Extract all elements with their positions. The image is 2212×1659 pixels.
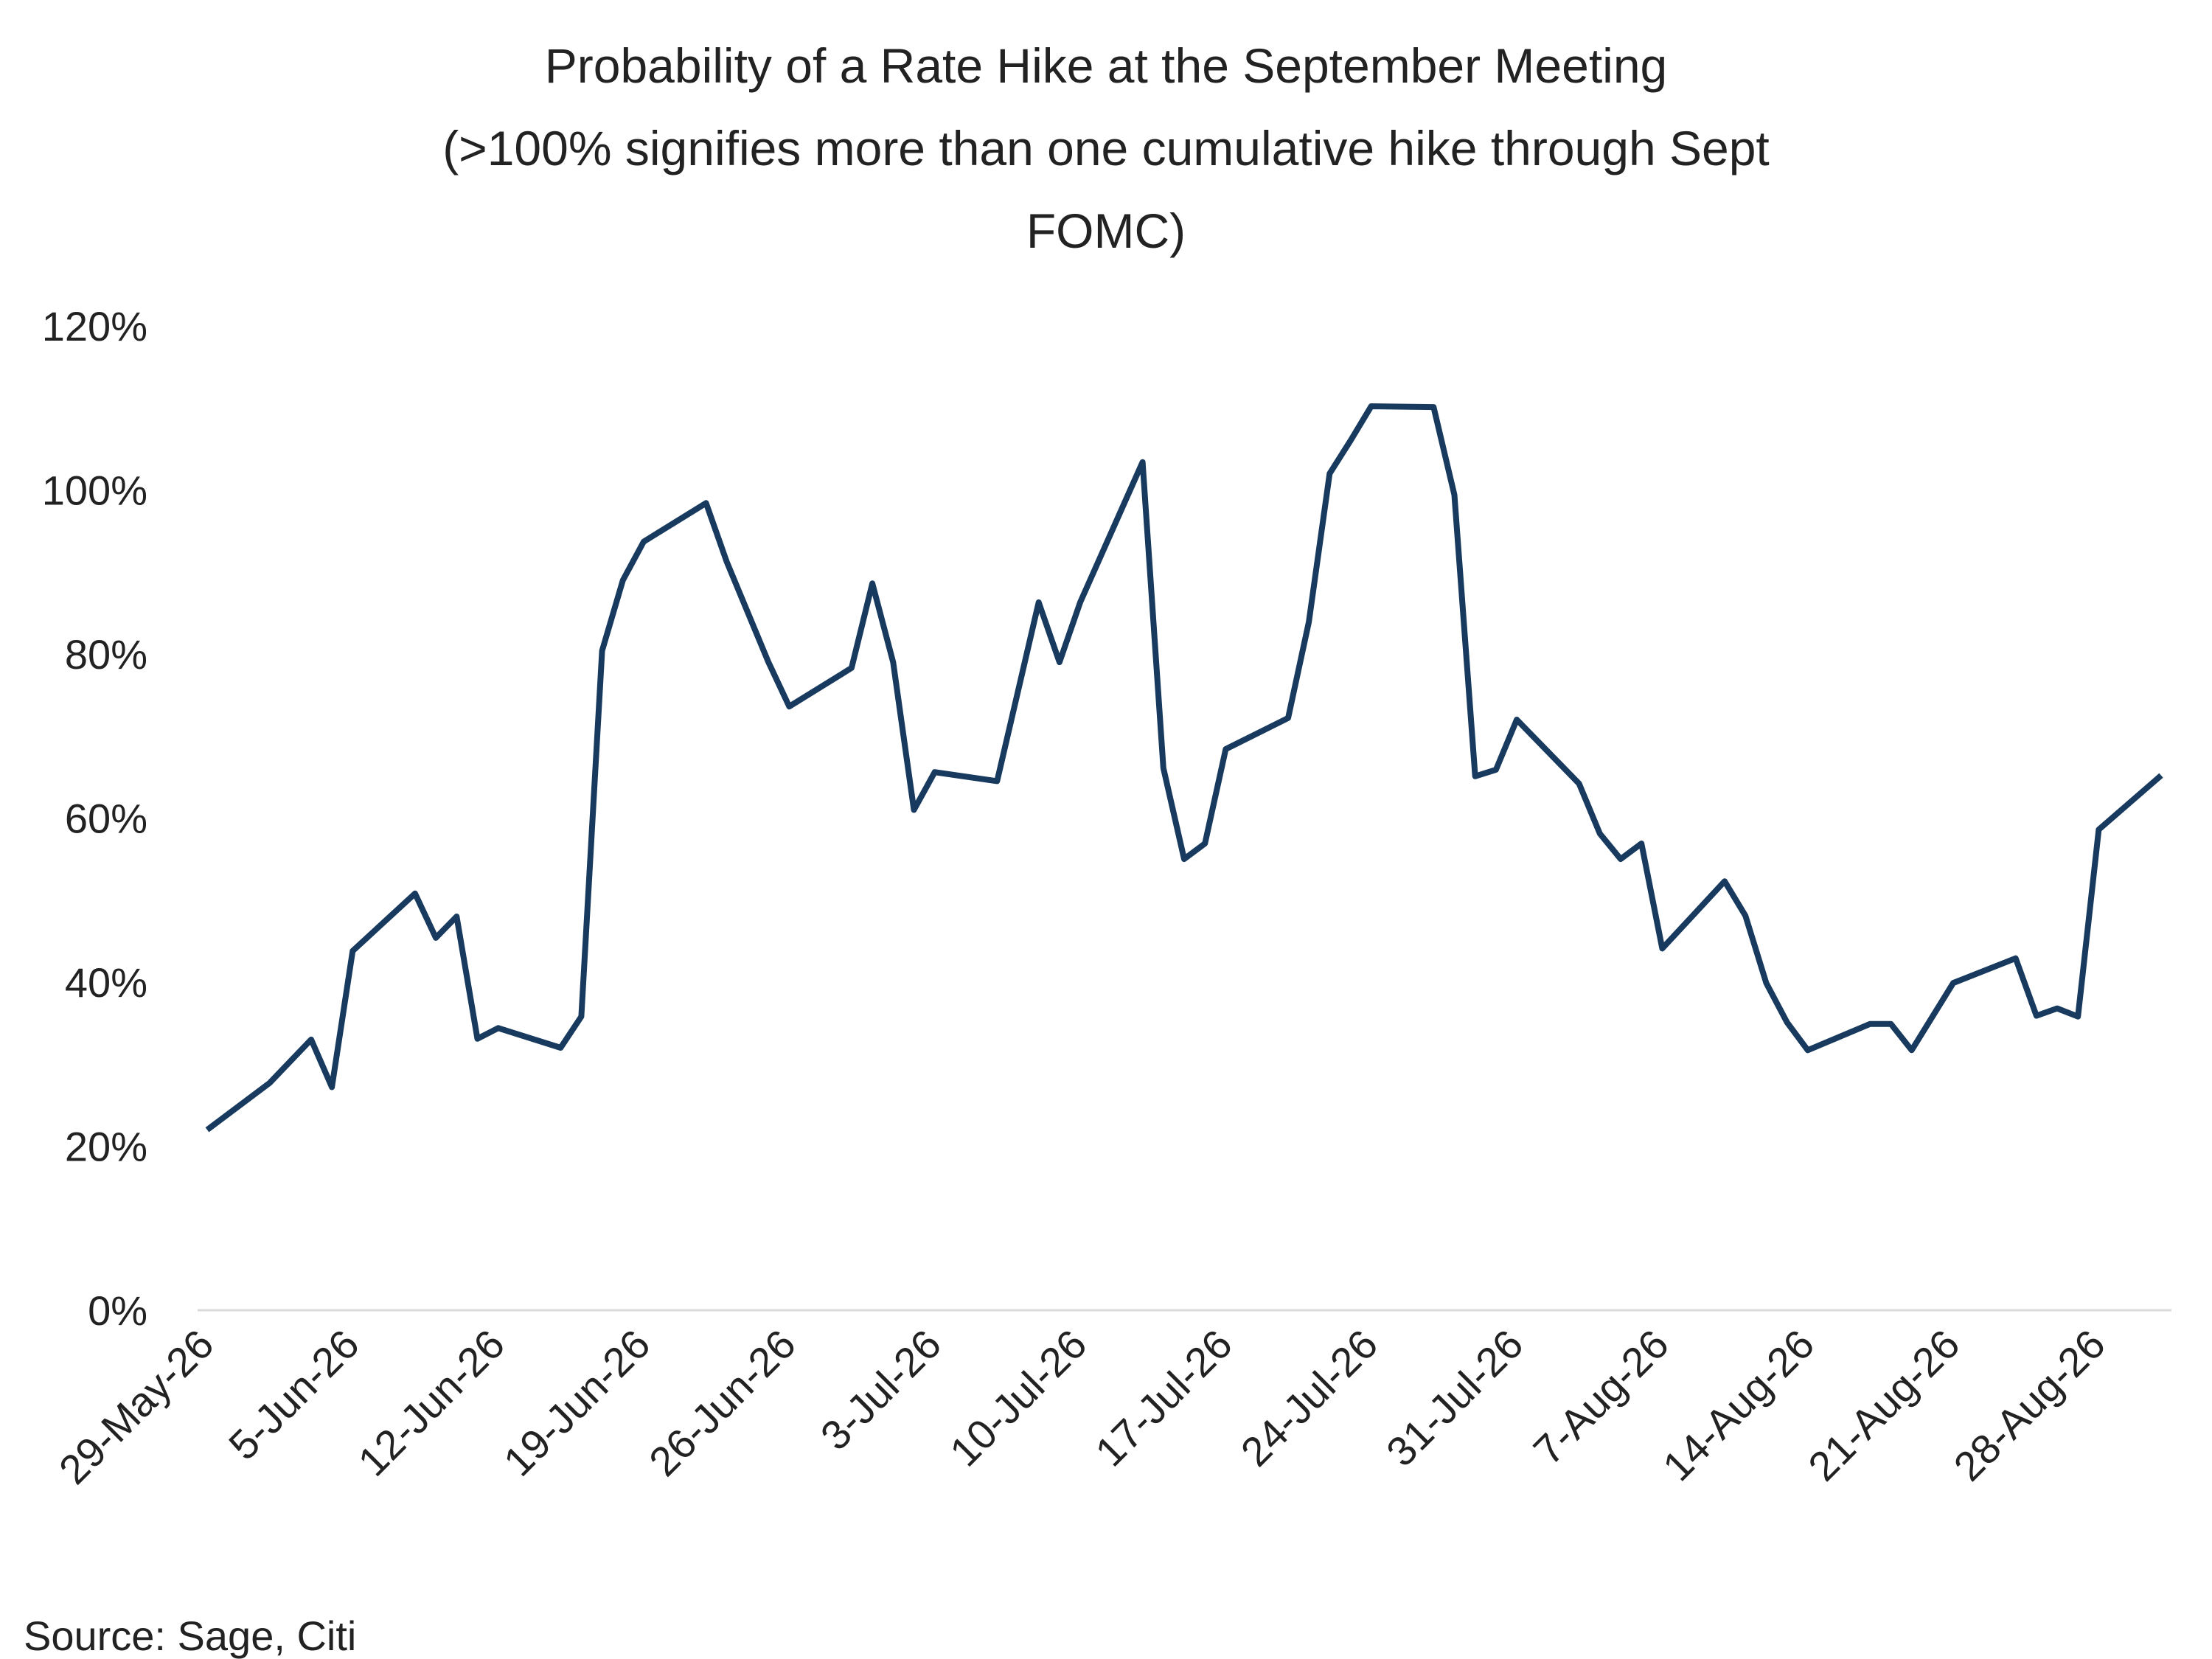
x-tick-label: 24-Jul-26 — [1232, 1321, 1387, 1475]
data-line — [205, 403, 2163, 1133]
x-tick-label: 12-Jun-26 — [349, 1321, 513, 1485]
y-tick-label: 100% — [42, 467, 147, 514]
x-tick-label: 10-Jul-26 — [941, 1321, 1096, 1475]
chart-title: Probability of a Rate Hike at the Septem… — [545, 38, 1667, 93]
y-tick-label: 80% — [65, 631, 147, 678]
x-tick-label: 26-Jun-26 — [640, 1321, 804, 1485]
y-tick-label: 0% — [88, 1287, 147, 1334]
x-tick-label: 29-May-26 — [50, 1321, 223, 1493]
x-tick-label: 31-Jul-26 — [1377, 1321, 1532, 1475]
chart-title: FOMC) — [1026, 204, 1186, 258]
y-tick-label: 20% — [65, 1124, 147, 1170]
x-tick-label: 28-Aug-26 — [1944, 1321, 2113, 1489]
y-tick-label: 40% — [65, 959, 147, 1006]
x-tick-label: 21-Aug-26 — [1799, 1321, 1968, 1489]
y-tick-label: 60% — [65, 796, 147, 842]
x-tick-label: 17-Jul-26 — [1086, 1321, 1241, 1475]
x-tick-label: 7-Aug-26 — [1524, 1321, 1677, 1473]
x-tick-label: 5-Jun-26 — [220, 1321, 368, 1469]
chart-title: (>100% signifies more than one cumulativ… — [442, 121, 1770, 175]
source-note: Source: Sage, Citi — [24, 1613, 356, 1659]
x-tick-label: 14-Aug-26 — [1654, 1321, 1823, 1489]
x-tick-label: 19-Jun-26 — [495, 1321, 659, 1485]
y-tick-label: 120% — [42, 303, 147, 349]
x-tick-label: 3-Jul-26 — [812, 1321, 950, 1459]
